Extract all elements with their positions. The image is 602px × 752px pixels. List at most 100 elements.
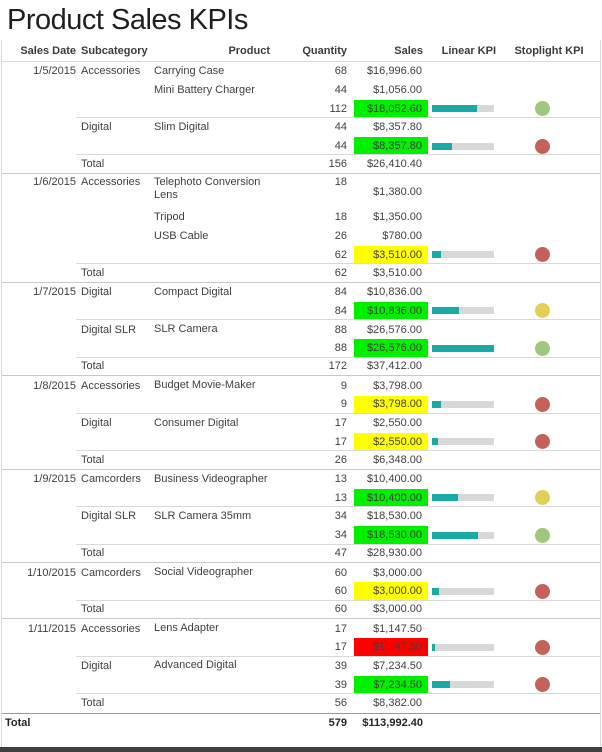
stoplight-indicator-icon [535, 527, 550, 543]
stoplight-indicator-icon [535, 396, 550, 412]
cell-product: Consumer Digital [154, 416, 239, 429]
cell-quantity: 62 [334, 248, 347, 261]
sales-value: $10,400.00 [366, 491, 422, 504]
linear-kpi-bar [432, 681, 450, 689]
linear-kpi-bar [432, 494, 459, 502]
cell-quantity: 17 [334, 641, 347, 654]
cell-subcategory: Total [81, 360, 105, 373]
cell-linear-kpi [428, 99, 498, 118]
cell-stoplight-kpi [498, 434, 600, 450]
cell-linear-kpi [428, 62, 498, 81]
table-row: 17 $1,147.50 [2, 638, 600, 657]
cell-subcategory: Accessories [81, 622, 141, 635]
cell-linear-kpi [428, 638, 498, 657]
cell-linear-kpi [428, 358, 498, 376]
stoplight-indicator-icon [535, 434, 550, 450]
column-header-subcategory: Subcategory [81, 44, 148, 57]
cell-linear-kpi [428, 451, 498, 469]
cell-linear-kpi [428, 675, 498, 694]
cell-linear-kpi [428, 137, 498, 156]
column-header-sales: Sales [394, 44, 423, 57]
table-row: Digital SLR SLR Camera 35mm 34 $18,530.0… [2, 507, 600, 526]
cell-stoplight-kpi [498, 639, 600, 655]
cell-subcategory: Digital SLR [81, 510, 137, 523]
cell-linear-kpi [428, 246, 498, 265]
sales-highlight-chip [354, 137, 428, 155]
cell-subcategory: Total [81, 603, 105, 616]
table-row: 1/6/2015 Accessories Telephoto Conversio… [2, 174, 600, 208]
cell-linear-kpi [428, 619, 498, 638]
table-row: Mini Battery Charger 44 $1,056.00 [2, 81, 600, 100]
cell-subcategory: Accessories [81, 176, 141, 189]
table-row: 112 $18,052.60 [2, 99, 600, 118]
cell-sales: $8,357.80 [348, 137, 428, 156]
sales-highlight-chip [354, 246, 428, 264]
stoplight-indicator-icon [535, 583, 550, 599]
cell-sales: $37,412.00 [348, 358, 428, 376]
cell-quantity: 88 [334, 323, 347, 336]
cell-stoplight-kpi [498, 396, 600, 412]
cell-quantity: 84 [334, 304, 347, 317]
cell-product: Business Videographer [154, 472, 268, 485]
cell-sales: $10,836.00 [348, 302, 428, 321]
cell-linear-kpi [428, 376, 498, 395]
cell-quantity: 56 [334, 697, 347, 710]
sales-highlight-chip [354, 488, 428, 507]
cell-quantity: 18 [334, 211, 347, 224]
sales-value: $26,576.00 [366, 323, 422, 336]
cell-linear-kpi [428, 320, 498, 339]
sales-value: $8,357.80 [373, 140, 422, 153]
cell-sales-date: 1/11/2015 [27, 622, 76, 635]
linear-kpi-track [432, 531, 494, 539]
cell-linear-kpi [428, 507, 498, 526]
cell-quantity: 17 [334, 622, 347, 635]
table-row: 1/8/2015 Accessories Budget Movie-Maker … [2, 376, 600, 395]
table-row: Digital Slim Digital 44 $8,357.80 [2, 118, 600, 137]
cell-linear-kpi [428, 81, 498, 100]
cell-linear-kpi [428, 488, 498, 507]
linear-kpi-bar [432, 643, 436, 651]
cell-quantity: 84 [334, 286, 347, 299]
table-row: 17 $2,550.00 [2, 432, 600, 451]
cell-quantity: 172 [328, 360, 347, 373]
cell-linear-kpi [428, 339, 498, 358]
kpi-table: Sales Date Subcategory Product Quantity … [1, 40, 601, 752]
linear-kpi-bar [432, 251, 441, 259]
sales-value: $8,382.00 [373, 697, 422, 710]
table-row: Total 156 $26,410.40 [2, 155, 600, 175]
table-row: 9 $3,798.00 [2, 395, 600, 414]
cell-sales: $1,350.00 [348, 208, 428, 227]
cell-sales: $8,357.80 [348, 118, 428, 137]
sales-highlight-chip [354, 302, 428, 320]
cell-quantity: 39 [334, 659, 347, 672]
cell-quantity: 44 [334, 84, 347, 97]
cell-sales: $1,147.50 [348, 638, 428, 657]
table-row: Digital SLR SLR Camera 88 $26,576.00 [2, 320, 600, 339]
cell-sales: $10,400.00 [348, 488, 428, 507]
linear-kpi-bar [432, 105, 477, 113]
cell-subcategory: Digital [81, 286, 112, 299]
cell-sales: $780.00 [348, 227, 428, 246]
cell-product: Carrying Case [154, 64, 225, 77]
cell-sales-date: 1/8/2015 [33, 379, 76, 392]
cell-sales: $1,056.00 [348, 81, 428, 100]
cell-quantity: 112 [329, 102, 347, 115]
cell-stoplight-kpi [498, 174, 600, 176]
cell-linear-kpi [428, 545, 498, 563]
cell-subcategory: Digital [81, 659, 112, 672]
table-row: 39 $7,234.50 [2, 675, 600, 694]
table-row: 1/11/2015 Accessories Lens Adapter 17 $1… [2, 619, 600, 638]
table-row: Total 172 $37,412.00 [2, 358, 600, 377]
cell-sales-date: 1/7/2015 [33, 286, 76, 299]
column-header-product: Product [228, 44, 270, 57]
sales-highlight-chip [354, 432, 428, 451]
sales-value: $3,798.00 [373, 398, 422, 411]
sales-highlight-chip [354, 675, 428, 694]
linear-kpi-bar [432, 307, 459, 315]
cell-sales: $26,576.00 [348, 339, 428, 358]
sales-value: $2,550.00 [373, 435, 422, 448]
cell-linear-kpi [428, 526, 498, 545]
column-header-linear-kpi: Linear KPI [441, 44, 496, 57]
cell-product: Tripod [154, 210, 185, 223]
cell-subcategory: Total [81, 267, 105, 280]
